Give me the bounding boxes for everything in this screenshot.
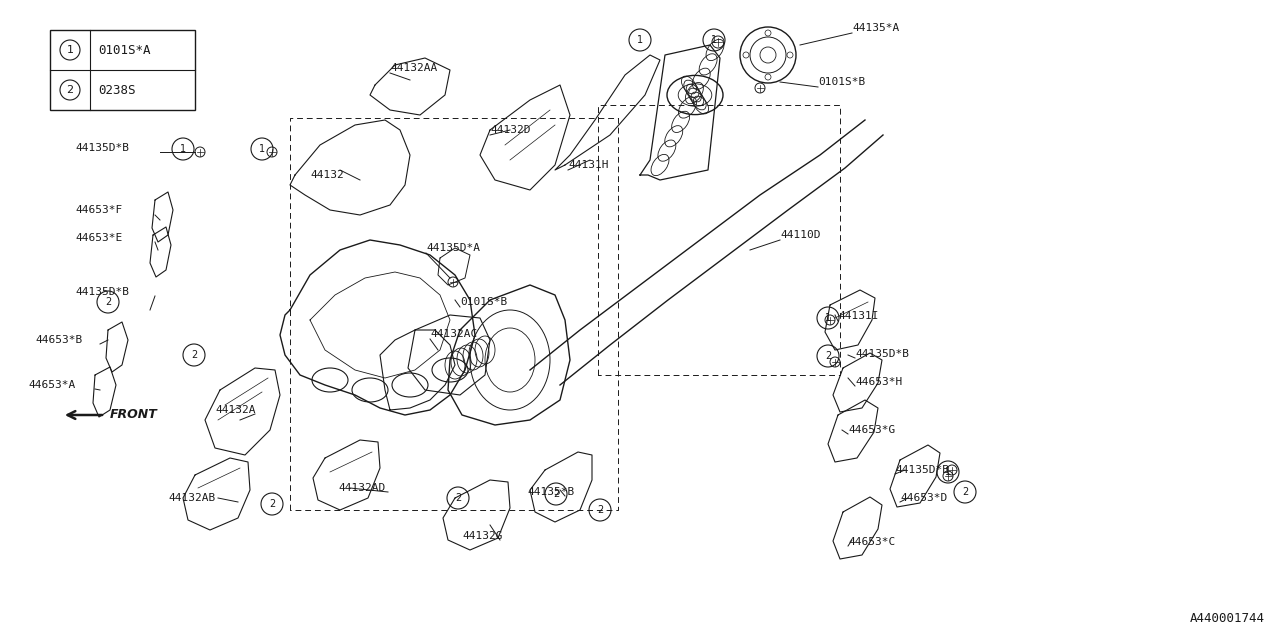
Text: 0238S: 0238S <box>99 83 136 97</box>
Text: 44135*A: 44135*A <box>852 23 900 33</box>
Bar <box>50 30 195 110</box>
Text: 2: 2 <box>67 85 73 95</box>
Text: 44132AC: 44132AC <box>430 329 477 339</box>
Text: 44135D*B: 44135D*B <box>76 287 129 297</box>
Text: 44135D*A: 44135D*A <box>426 243 480 253</box>
Text: FRONT: FRONT <box>110 408 157 422</box>
Text: 44131I: 44131I <box>838 311 878 321</box>
Text: 44653*C: 44653*C <box>849 537 895 547</box>
Text: 2: 2 <box>824 351 831 361</box>
Text: 44132AB: 44132AB <box>168 493 215 503</box>
Text: 0101S*A: 0101S*A <box>99 44 151 56</box>
Text: 44132AD: 44132AD <box>338 483 385 493</box>
Text: 2: 2 <box>105 297 111 307</box>
Text: 1: 1 <box>259 144 265 154</box>
Text: 2: 2 <box>961 487 968 497</box>
Text: 1: 1 <box>710 35 717 45</box>
Text: 44135*B: 44135*B <box>527 487 575 497</box>
Text: 1: 1 <box>637 35 643 45</box>
Text: 44110D: 44110D <box>780 230 820 240</box>
Text: 1: 1 <box>180 144 186 154</box>
Text: 44135D*B: 44135D*B <box>855 349 909 359</box>
Text: 2: 2 <box>269 499 275 509</box>
Text: 2: 2 <box>191 350 197 360</box>
Text: 1: 1 <box>67 45 73 55</box>
Text: 2: 2 <box>454 493 461 503</box>
Text: A440001744: A440001744 <box>1190 612 1265 625</box>
Text: 0101S*B: 0101S*B <box>460 297 507 307</box>
Text: 44132: 44132 <box>310 170 344 180</box>
Text: 1: 1 <box>945 467 951 477</box>
Text: 0101S*B: 0101S*B <box>818 77 865 87</box>
Text: 44653*F: 44653*F <box>76 205 123 215</box>
Text: 44132D: 44132D <box>490 125 530 135</box>
Text: 44653*A: 44653*A <box>28 380 76 390</box>
Text: 44132AA: 44132AA <box>390 63 438 73</box>
Text: 44653*B: 44653*B <box>35 335 82 345</box>
Text: 44653*G: 44653*G <box>849 425 895 435</box>
Text: 2: 2 <box>553 489 559 499</box>
Text: 44653*D: 44653*D <box>900 493 947 503</box>
Text: 44131H: 44131H <box>568 160 608 170</box>
Text: 44135D*B: 44135D*B <box>895 465 948 475</box>
Text: 44135D*B: 44135D*B <box>76 143 129 153</box>
Text: 44132A: 44132A <box>215 405 256 415</box>
Text: 44132G: 44132G <box>462 531 503 541</box>
Text: 44653*E: 44653*E <box>76 233 123 243</box>
Text: 44653*H: 44653*H <box>855 377 902 387</box>
Text: 1: 1 <box>824 313 831 323</box>
Text: 2: 2 <box>596 505 603 515</box>
